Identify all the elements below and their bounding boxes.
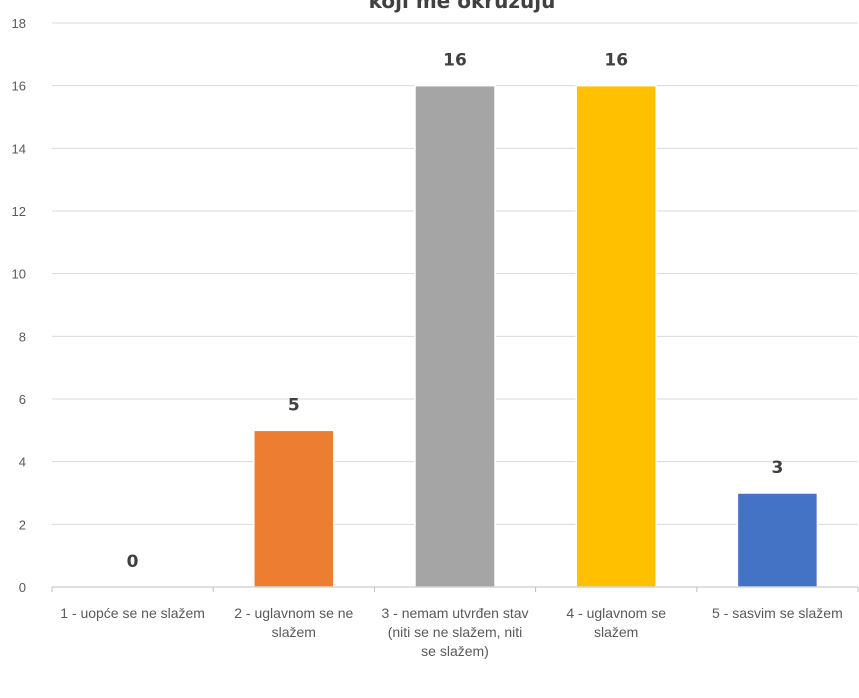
y-tick-label: 2 bbox=[19, 517, 26, 532]
y-tick-label: 16 bbox=[12, 79, 26, 94]
bars bbox=[253, 84, 819, 588]
y-tick-label: 12 bbox=[12, 204, 26, 219]
x-axis-tick-marks bbox=[51, 587, 859, 592]
data-label: 5 bbox=[288, 395, 300, 415]
bar bbox=[736, 492, 819, 588]
y-tick-label: 6 bbox=[19, 392, 26, 407]
y-tick-label: 18 bbox=[12, 16, 26, 31]
x-category-label: 4 - uglavnom se slažem bbox=[566, 605, 666, 640]
x-category-label: 1 - uopće se ne slažem bbox=[60, 605, 205, 621]
x-category-label: 5 - sasvim se slažem bbox=[712, 605, 843, 621]
data-label: 16 bbox=[604, 51, 628, 71]
y-tick-label: 4 bbox=[19, 455, 26, 470]
y-tick-label: 14 bbox=[12, 141, 26, 156]
y-axis-ticks: 0 2 4 6 8 10 12 14 16 18 bbox=[12, 16, 26, 595]
data-labels: 0 5 16 16 3 bbox=[127, 51, 784, 572]
data-label: 0 bbox=[127, 552, 139, 572]
y-tick-label: 10 bbox=[12, 267, 26, 282]
y-tick-label: 0 bbox=[19, 580, 26, 595]
x-category-label: 2 - uglavnom se ne slažem bbox=[234, 605, 354, 640]
x-category-label: 3 - nemam utvrđen stav (niti se ne slaže… bbox=[381, 605, 529, 659]
bar bbox=[575, 84, 657, 588]
data-label: 3 bbox=[771, 458, 783, 478]
bar bbox=[253, 429, 335, 588]
y-tick-label: 8 bbox=[19, 329, 26, 344]
bar bbox=[414, 84, 496, 588]
data-label: 16 bbox=[443, 51, 467, 71]
chart-title: koji me okružuju bbox=[369, 0, 556, 13]
